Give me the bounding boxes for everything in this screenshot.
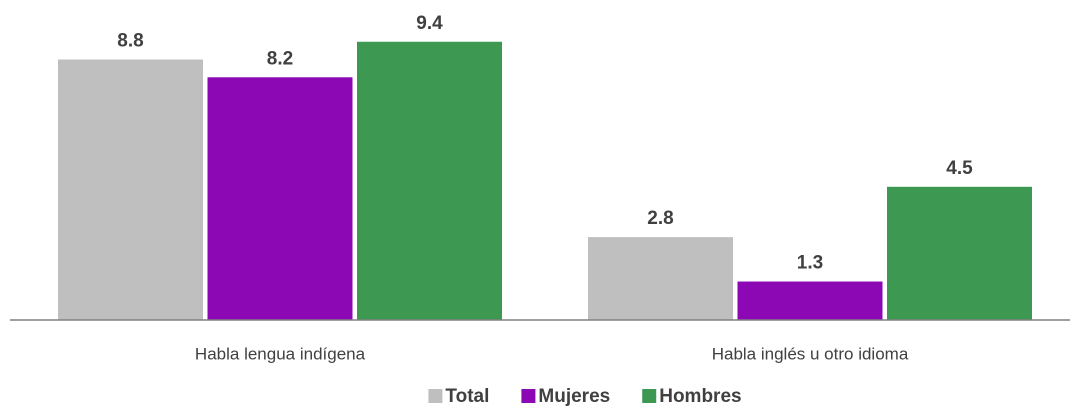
value-label: 1.3 — [797, 253, 823, 274]
bar — [887, 186, 1032, 320]
value-label: 4.5 — [946, 158, 973, 179]
bar — [588, 237, 733, 320]
bar — [357, 41, 502, 320]
value-label: 8.2 — [267, 48, 293, 69]
legend-label: Mujeres — [538, 386, 610, 407]
legend-label: Total — [445, 386, 489, 407]
value-label: 2.8 — [647, 208, 673, 229]
x-tick-label: Habla lengua indígena — [195, 344, 366, 363]
legend-swatch — [642, 389, 657, 403]
legend-swatch — [521, 389, 536, 403]
legend-swatch — [428, 389, 443, 403]
value-label: 8.8 — [117, 31, 143, 52]
bar — [207, 77, 353, 320]
legend-label: Hombres — [659, 386, 741, 407]
x-tick-label: Habla inglés u otro idioma — [712, 344, 909, 363]
bar — [737, 281, 883, 320]
bar — [58, 59, 203, 321]
value-label: 9.4 — [416, 13, 443, 34]
